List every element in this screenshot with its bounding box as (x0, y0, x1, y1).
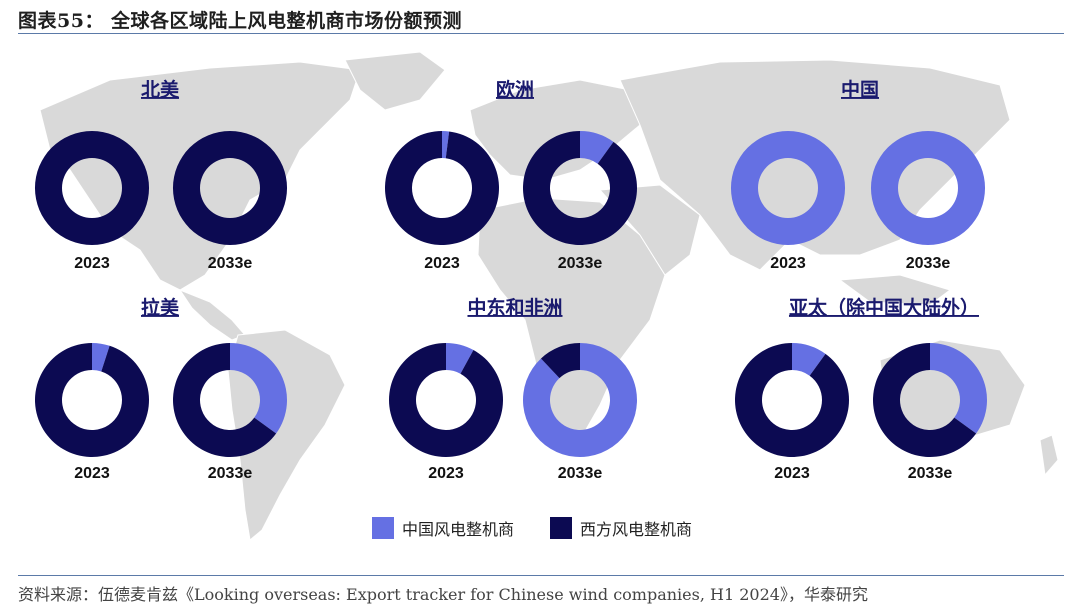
region-group: 欧洲 2023 2033e (385, 78, 637, 272)
region-title: 拉美 (141, 296, 180, 319)
region-group: 拉美 2023 2033e (34, 296, 287, 482)
donut-slice-western (172, 343, 277, 458)
legend-label-western: 西方风电整机商 (580, 520, 693, 539)
donut-slice-chinese (446, 343, 474, 374)
legend-item-western: 西方风电整机商 (550, 516, 692, 540)
year-label: 2023 (74, 255, 110, 272)
donut-slice-western (523, 131, 637, 246)
figure-title: 图表55： 全球各区域陆上风电整机商市场份额预测 (18, 10, 463, 32)
region-group: 北美 2023 2033e (34, 78, 288, 272)
donut-slice-chinese (92, 343, 110, 372)
donut-slice-chinese (523, 343, 637, 457)
donut-slice-western (34, 130, 150, 245)
year-label: 2033e (208, 255, 253, 272)
donut-slice-western (735, 343, 850, 458)
donut-slice-western (385, 131, 500, 246)
region-group: 亚太（除中国大陆外） 2023 2033e (735, 296, 988, 482)
year-label: 2033e (208, 465, 253, 482)
top-rule (18, 33, 1064, 34)
donut-slice-chinese (580, 131, 614, 164)
year-label: 2023 (774, 465, 810, 482)
map-new-zealand (1039, 434, 1059, 477)
bottom-rule (18, 575, 1064, 576)
donut-slice-chinese (930, 343, 988, 434)
region-title: 欧洲 (496, 78, 534, 101)
year-label: 2023 (424, 255, 460, 272)
region-title: 中国 (841, 78, 879, 101)
region-title: 中东和非洲 (467, 296, 562, 319)
region-title: 亚太（除中国大陆外） (789, 296, 979, 319)
legend: 中国风电整机商 西方风电整机商 (372, 516, 728, 540)
donut-slice-chinese (870, 130, 986, 245)
region-group: 中国 2023 2033e (730, 78, 986, 272)
donut-slice-western (172, 130, 288, 245)
donut-slice-chinese (230, 343, 287, 434)
donut-slice-chinese (792, 343, 826, 376)
source-note: 资料来源：伍德麦肯兹《Looking overseas: Export trac… (18, 585, 868, 604)
year-label: 2033e (906, 255, 951, 272)
legend-swatch-chinese (372, 517, 394, 539)
year-label: 2023 (74, 465, 110, 482)
legend-item-chinese: 中国风电整机商 (372, 516, 514, 540)
year-label: 2033e (558, 255, 603, 272)
legend-swatch-western (550, 517, 573, 539)
donut-slice-western (873, 343, 977, 457)
year-label: 2033e (908, 465, 953, 482)
year-label: 2023 (428, 465, 464, 482)
map-se-asia (838, 274, 952, 306)
region-title: 北美 (141, 78, 180, 101)
year-label: 2023 (770, 255, 806, 272)
region-group: 中东和非洲 2023 2033e (389, 296, 637, 482)
donut-slice-western (34, 343, 149, 457)
donut-slice-western (540, 343, 580, 379)
year-label: 2033e (558, 465, 603, 482)
donut-slice-western (389, 343, 503, 457)
map-greenland (344, 51, 446, 111)
donut-slice-chinese (442, 131, 450, 159)
donut-slice-chinese (730, 130, 846, 245)
legend-label-chinese: 中国风电整机商 (402, 520, 515, 539)
